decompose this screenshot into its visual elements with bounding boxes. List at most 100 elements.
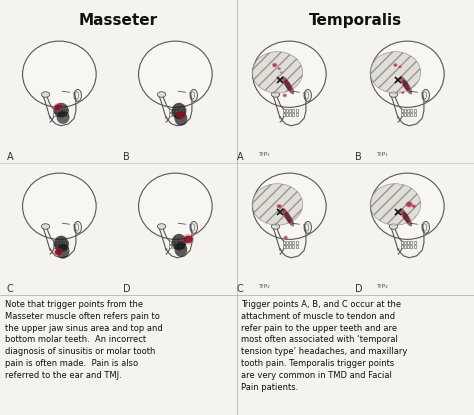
- Ellipse shape: [278, 68, 280, 69]
- Ellipse shape: [370, 52, 421, 93]
- Text: TrP₂: TrP₂: [377, 284, 389, 289]
- Ellipse shape: [253, 173, 326, 239]
- Ellipse shape: [401, 91, 405, 94]
- Bar: [410, 241, 412, 244]
- Ellipse shape: [276, 204, 282, 209]
- Ellipse shape: [176, 110, 186, 120]
- Bar: [296, 241, 298, 244]
- Ellipse shape: [399, 66, 401, 68]
- Bar: [182, 109, 183, 112]
- Text: A: A: [237, 152, 244, 162]
- Bar: [283, 241, 285, 244]
- Ellipse shape: [402, 92, 404, 93]
- Bar: [63, 245, 64, 248]
- Ellipse shape: [370, 184, 421, 225]
- Bar: [63, 113, 64, 116]
- Ellipse shape: [190, 89, 198, 101]
- Ellipse shape: [277, 205, 281, 208]
- Bar: [59, 113, 61, 116]
- Ellipse shape: [157, 224, 166, 229]
- Text: TrP₁: TrP₁: [377, 152, 389, 157]
- Ellipse shape: [252, 184, 303, 225]
- Bar: [404, 113, 406, 116]
- Bar: [65, 245, 68, 248]
- Ellipse shape: [282, 208, 292, 223]
- Bar: [296, 109, 298, 112]
- Bar: [178, 113, 181, 116]
- Bar: [292, 113, 294, 116]
- Bar: [414, 109, 416, 112]
- Ellipse shape: [282, 208, 286, 212]
- Ellipse shape: [177, 112, 184, 118]
- Ellipse shape: [157, 92, 166, 97]
- Bar: [182, 241, 183, 244]
- Bar: [178, 241, 181, 244]
- Ellipse shape: [371, 41, 444, 107]
- Ellipse shape: [54, 248, 64, 257]
- Ellipse shape: [58, 105, 63, 108]
- Ellipse shape: [272, 92, 280, 97]
- Bar: [59, 241, 61, 244]
- Ellipse shape: [284, 80, 294, 95]
- Ellipse shape: [172, 234, 186, 250]
- Ellipse shape: [174, 111, 187, 126]
- Ellipse shape: [190, 222, 198, 233]
- Text: TrP₁: TrP₁: [259, 152, 271, 157]
- Bar: [283, 113, 285, 116]
- Bar: [401, 113, 403, 116]
- Bar: [175, 113, 177, 116]
- Bar: [63, 241, 64, 244]
- Ellipse shape: [304, 89, 311, 101]
- Bar: [286, 109, 288, 112]
- Bar: [169, 113, 171, 116]
- Bar: [172, 109, 174, 112]
- Ellipse shape: [281, 72, 282, 73]
- Bar: [53, 113, 55, 116]
- Bar: [65, 241, 68, 244]
- Ellipse shape: [398, 65, 402, 68]
- Bar: [59, 109, 61, 112]
- Bar: [56, 245, 58, 248]
- Bar: [175, 241, 177, 244]
- Bar: [182, 113, 183, 116]
- Bar: [169, 241, 171, 244]
- Ellipse shape: [55, 249, 62, 255]
- Bar: [172, 113, 174, 116]
- Ellipse shape: [283, 93, 287, 98]
- Bar: [169, 245, 171, 248]
- Ellipse shape: [74, 222, 82, 233]
- Ellipse shape: [54, 236, 69, 252]
- Ellipse shape: [55, 105, 61, 110]
- Ellipse shape: [402, 80, 412, 95]
- Ellipse shape: [56, 103, 64, 110]
- Ellipse shape: [56, 111, 70, 124]
- Bar: [56, 241, 58, 244]
- Text: Masseter: Masseter: [78, 13, 157, 28]
- Bar: [175, 109, 177, 112]
- Bar: [56, 109, 58, 112]
- Ellipse shape: [23, 173, 96, 239]
- Ellipse shape: [390, 224, 398, 229]
- Bar: [172, 245, 174, 248]
- Ellipse shape: [284, 237, 287, 239]
- Bar: [289, 241, 291, 244]
- Ellipse shape: [422, 89, 429, 101]
- Bar: [283, 109, 285, 112]
- Bar: [178, 245, 181, 248]
- Bar: [65, 109, 68, 112]
- Bar: [292, 109, 294, 112]
- Ellipse shape: [53, 103, 62, 112]
- Bar: [414, 241, 416, 244]
- Bar: [53, 245, 55, 248]
- Bar: [414, 245, 416, 248]
- Ellipse shape: [390, 92, 398, 97]
- Bar: [404, 245, 406, 248]
- Bar: [401, 109, 403, 112]
- Bar: [407, 109, 409, 112]
- Bar: [401, 245, 403, 248]
- Bar: [407, 241, 409, 244]
- Ellipse shape: [283, 209, 285, 211]
- Bar: [404, 241, 406, 244]
- Bar: [169, 109, 171, 112]
- Bar: [289, 109, 291, 112]
